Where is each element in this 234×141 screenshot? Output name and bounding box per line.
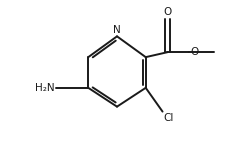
Text: N: N xyxy=(113,25,121,35)
Text: O: O xyxy=(163,7,172,17)
Text: H₂N: H₂N xyxy=(35,83,55,93)
Text: Cl: Cl xyxy=(164,113,174,123)
Text: O: O xyxy=(190,47,198,57)
